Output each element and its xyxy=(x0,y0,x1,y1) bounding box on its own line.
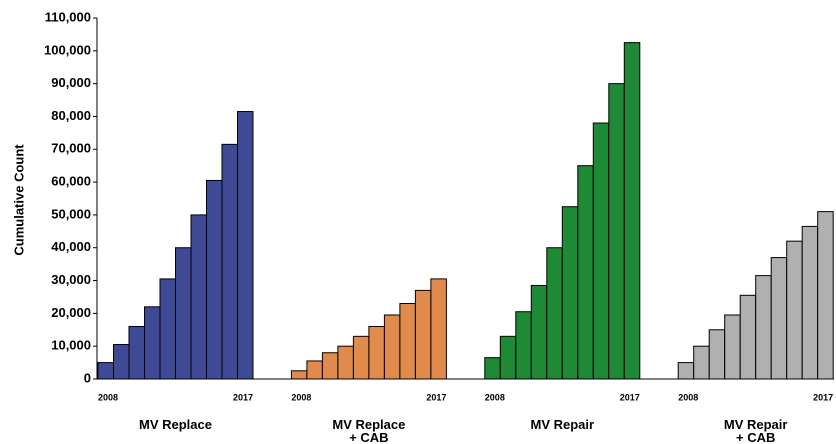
x-tick-label: 2017 xyxy=(813,392,833,402)
bar xyxy=(306,360,323,380)
x-tick-label: 2017 xyxy=(233,392,253,402)
bar xyxy=(592,122,610,380)
bar xyxy=(352,335,370,380)
x-tick-label: 2008 xyxy=(291,392,311,402)
bar xyxy=(144,306,161,380)
bar xyxy=(515,311,532,380)
bar xyxy=(755,275,772,380)
group-label: MV Repair + CAB xyxy=(723,417,788,444)
y-tick-label: 40,000 xyxy=(51,239,91,254)
y-tick-label: 10,000 xyxy=(51,338,91,353)
bar xyxy=(337,345,354,380)
x-tick-label: 2008 xyxy=(678,392,698,402)
bar xyxy=(190,214,207,380)
y-tick-label: 70,000 xyxy=(51,141,91,156)
bar xyxy=(561,206,579,380)
bar xyxy=(770,257,788,380)
bar xyxy=(159,278,176,380)
x-tick-label: 2017 xyxy=(426,392,446,402)
group-label: MV Replace xyxy=(139,417,212,432)
y-axis-label: Cumulative Count xyxy=(11,144,26,256)
bar xyxy=(484,357,501,380)
y-tick-label: 100,000 xyxy=(44,42,91,57)
bar xyxy=(399,303,416,380)
x-tick-label: 2008 xyxy=(98,392,118,402)
y-tick-label: 90,000 xyxy=(51,75,91,90)
bar xyxy=(623,42,641,380)
group-label: MV Replace + CAB xyxy=(332,417,406,444)
y-tick-label: 50,000 xyxy=(51,206,91,221)
y-tick-label: 0 xyxy=(84,370,91,385)
bar xyxy=(414,289,432,380)
bar xyxy=(546,247,563,380)
bar xyxy=(801,225,819,380)
bar xyxy=(128,325,145,380)
y-tick-label: 110,000 xyxy=(45,9,91,24)
y-tick-label: 30,000 xyxy=(51,272,91,287)
group-label: MV Repair xyxy=(530,417,595,432)
bar xyxy=(113,344,130,380)
bar xyxy=(577,165,594,380)
x-tick-label: 2017 xyxy=(620,392,640,402)
bar xyxy=(693,345,710,380)
bar xyxy=(97,362,114,380)
bar xyxy=(608,83,625,380)
bar xyxy=(430,278,447,380)
bar xyxy=(221,143,238,380)
bar xyxy=(530,284,548,380)
bar xyxy=(237,111,254,380)
bar xyxy=(321,352,339,380)
bar xyxy=(739,294,757,380)
bar xyxy=(499,335,517,380)
x-tick-label: 2008 xyxy=(485,392,505,402)
y-tick-label: 20,000 xyxy=(51,305,91,320)
bar xyxy=(677,362,695,380)
bar xyxy=(708,329,726,380)
bar xyxy=(290,370,308,380)
bar xyxy=(368,325,385,380)
y-tick-label: 80,000 xyxy=(51,108,91,123)
bar xyxy=(817,211,834,380)
bar xyxy=(786,240,803,380)
y-tick-label: 60,000 xyxy=(51,174,91,189)
bar xyxy=(724,314,741,380)
bar xyxy=(175,247,192,380)
bar xyxy=(383,314,401,380)
bar xyxy=(206,179,223,380)
